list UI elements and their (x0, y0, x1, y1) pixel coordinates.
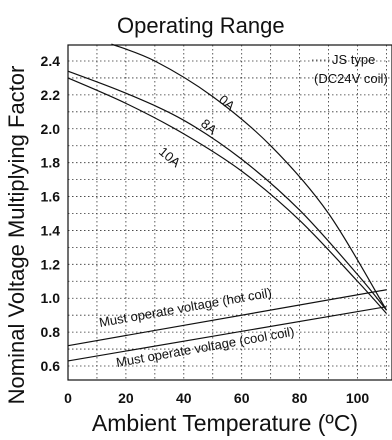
series-line-4 (67, 306, 387, 362)
y-tick-label: 1.0 (41, 290, 61, 306)
curve-lines (67, 43, 387, 362)
series-line-0 (111, 43, 387, 311)
y-tick-label: 1.4 (41, 222, 61, 238)
chart-title: Operating Range (117, 13, 285, 38)
series-line-3 (67, 289, 387, 347)
x-axis-label: Ambient Temperature (ºC) (92, 410, 358, 436)
y-tick-label: 2.0 (41, 121, 61, 137)
x-tick-label: 80 (292, 390, 308, 406)
legend-line-1: JS type (332, 52, 375, 67)
y-tick-label: 2.2 (41, 87, 61, 103)
plot-frame (67, 44, 392, 381)
legend-line-2: (DC24V coil) (314, 71, 388, 86)
x-tick-label: 20 (118, 390, 134, 406)
x-tick-label: 40 (176, 390, 192, 406)
legend: JS type (DC24V coil) (312, 52, 388, 86)
series-label-2: 10A (156, 144, 184, 171)
y-tick-label: 1.2 (41, 256, 61, 272)
series-label-1: 8A (198, 116, 220, 138)
x-tick-label: 60 (234, 390, 250, 406)
y-axis-label: Nominal Voltage Multiplying Factor (4, 66, 29, 405)
series-line-2 (67, 77, 387, 314)
series-line-1 (67, 70, 387, 311)
tick-labels: 0 20 40 60 80 100 0.6 0.8 1.0 1.2 1.4 1.6 1.8 2.0 2.2 2… (41, 53, 370, 406)
y-tick-label: 1.6 (41, 189, 61, 205)
y-tick-label: 1.8 (41, 155, 61, 171)
series-label-4: Must operate voltage (cool coil) (115, 324, 296, 370)
series-label-3: Must operate voltage (hot coil) (98, 285, 273, 330)
x-tick-label: 0 (64, 390, 72, 406)
series-label-0: 0A (216, 92, 238, 114)
x-tick-label: 100 (346, 390, 370, 406)
y-tick-label: 0.6 (41, 358, 61, 374)
y-tick-label: 0.8 (41, 324, 61, 340)
y-tick-label: 2.4 (41, 53, 61, 69)
